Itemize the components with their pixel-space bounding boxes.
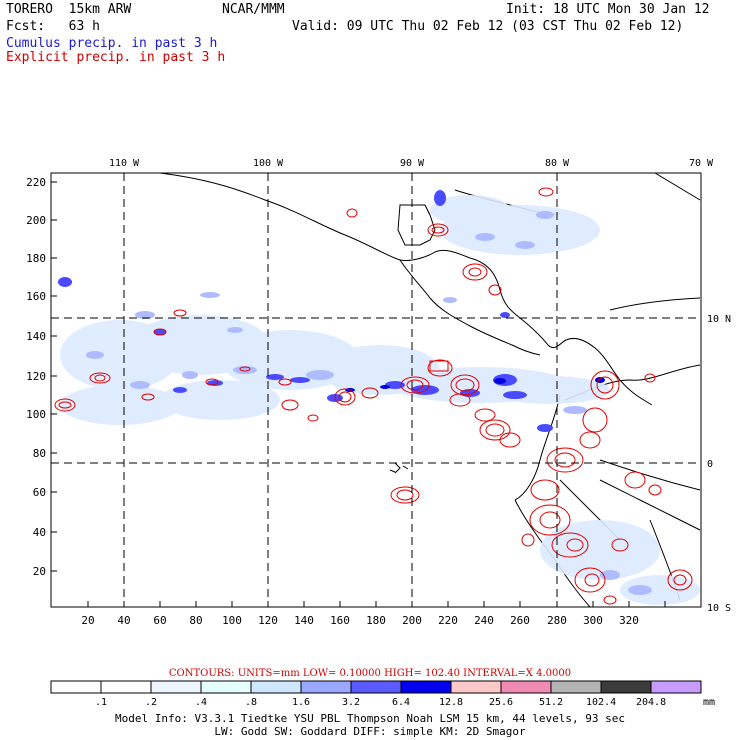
x-tick-label: 120	[258, 614, 278, 627]
contours-info: CONTOURS: UNITS=mm LOW= 0.10000 HIGH= 10…	[168, 668, 572, 679]
x-tick-label: 220	[438, 614, 458, 627]
lon-label: 80 W	[545, 158, 570, 169]
x-tick-label: 200	[402, 614, 422, 627]
colorbar-level: 204.8	[636, 697, 667, 708]
y-tick-label: 200	[26, 214, 46, 227]
center-label: NCAR/MMM	[222, 2, 285, 17]
colorbar-level: 3.2	[341, 697, 361, 708]
cumulus-precip-label: Cumulus precip. in past 3 h	[6, 36, 218, 51]
x-tick-label: 60	[153, 614, 166, 627]
colorbar-level: 6.4	[391, 697, 411, 708]
map-area	[51, 173, 701, 607]
model-info-line2: LW: Godd SW: Goddard DIFF: simple KM: 2D…	[214, 725, 526, 738]
colorbar-level: 102.4	[586, 697, 617, 708]
init-time: Init: 18 UTC Mon 30 Jan 12	[506, 2, 710, 17]
y-tick-label: 140	[26, 330, 46, 343]
colorbar-swatch	[650, 680, 702, 694]
x-tick-label: 140	[294, 614, 314, 627]
x-tick-label: 40	[117, 614, 130, 627]
y-tick-label: 60	[33, 486, 46, 499]
colorbar-swatch	[450, 680, 502, 694]
colorbar-level: .1	[94, 697, 108, 708]
colorbar-level: 51.2	[538, 697, 564, 708]
x-tick-label: 320	[619, 614, 639, 627]
colorbar-swatch	[50, 680, 102, 694]
y-tick-label: 160	[26, 290, 46, 303]
colorbar-swatch	[550, 680, 602, 694]
y-tick-label: 100	[26, 408, 46, 421]
y-tick-label: 120	[26, 370, 46, 383]
lat-label: 10 N	[707, 314, 731, 325]
x-tick-label: 300	[583, 614, 603, 627]
colorbar-swatch	[150, 680, 202, 694]
valid-time: Valid: 09 UTC Thu 02 Feb 12 (03 CST Thu …	[292, 19, 684, 34]
cumulus-precip-field	[58, 190, 700, 605]
colorbar-level: 12.8	[438, 697, 464, 708]
colorbar-level: 1.6	[291, 697, 311, 708]
colorbar-unit: mm	[702, 697, 716, 708]
model-info-line1: Model Info: V3.3.1 Tiedtke YSU PBL Thomp…	[115, 712, 625, 725]
forecast-hour: Fcst: 63 h	[6, 19, 100, 34]
lon-label: 90 W	[400, 158, 425, 169]
x-tick-label: 240	[474, 614, 494, 627]
lon-label: 110 W	[109, 158, 140, 169]
colorbar-level: .4	[194, 697, 208, 708]
y-tick-label: 180	[26, 252, 46, 265]
explicit-precip-contours	[54, 187, 693, 605]
colorbar-swatch	[250, 680, 302, 694]
x-tick-label: 20	[81, 614, 94, 627]
x-tick-label: 260	[510, 614, 530, 627]
colorbar-swatch	[300, 680, 352, 694]
model-name: TORERO 15km ARW	[6, 2, 132, 17]
lon-label: 100 W	[253, 158, 284, 169]
y-tick-label: 20	[33, 565, 46, 578]
colorbar-swatch	[500, 680, 552, 694]
y-tick-label: 40	[33, 526, 46, 539]
x-tick-label: 160	[330, 614, 350, 627]
colorbar-swatch	[350, 680, 402, 694]
y-tick-label: 80	[33, 447, 46, 460]
x-tick-label: 180	[366, 614, 386, 627]
lon-label: 70 W	[689, 158, 714, 169]
colorbar-swatch	[600, 680, 652, 694]
colorbar-level: .2	[144, 697, 158, 708]
lat-label: 10 S	[707, 603, 731, 614]
y-tick-label: 220	[26, 176, 46, 189]
x-tick-label: 80	[189, 614, 202, 627]
colorbar-swatch	[200, 680, 252, 694]
x-axis-ticks	[87, 601, 666, 607]
color-scale-bar	[50, 680, 702, 694]
latlon-grid	[51, 173, 701, 607]
colorbar-level: 25.6	[488, 697, 514, 708]
colorbar-swatch	[100, 680, 152, 694]
y-axis-ticks	[51, 181, 57, 572]
x-tick-label: 100	[222, 614, 242, 627]
lat-label: 0	[707, 459, 713, 470]
colorbar-level: .8	[244, 697, 258, 708]
explicit-precip-label: Explicit precip. in past 3 h	[6, 50, 226, 65]
colorbar-swatch	[400, 680, 452, 694]
x-tick-label: 280	[547, 614, 567, 627]
